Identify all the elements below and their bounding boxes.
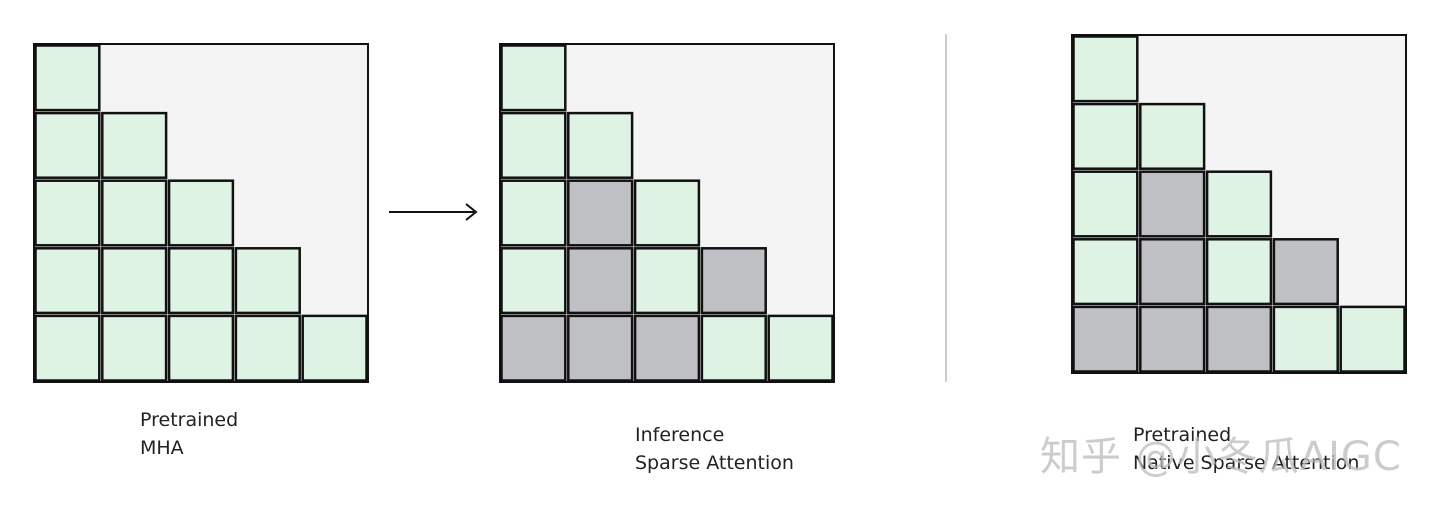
caption-line-2: Native Sparse Attention: [1133, 452, 1360, 474]
attended-block: [101, 247, 168, 315]
attended-block: [1272, 305, 1339, 373]
attended-block: [633, 179, 701, 247]
attended-block: [500, 44, 567, 112]
attended-block: [1072, 102, 1139, 170]
attended-block: [101, 179, 168, 247]
attended-block: [1072, 35, 1139, 103]
attended-block: [567, 111, 634, 179]
attended-block: [500, 179, 567, 247]
watermark: 知乎 @小冬瓜AIGC: [1040, 434, 1402, 480]
attended-block: [1072, 170, 1139, 238]
attended-block: [1205, 170, 1273, 238]
attended-block: [500, 247, 567, 315]
attended-block: [34, 179, 101, 247]
caption-pretrained-native-sparse-attention: Pretrained Native Sparse Attention: [1133, 421, 1359, 477]
attended-block: [34, 314, 101, 382]
attended-block: [234, 314, 301, 382]
transition-arrow-head: [465, 203, 478, 221]
caption-line-2: MHA: [140, 437, 184, 459]
caption-pretrained-mha: Pretrained MHA: [140, 406, 238, 462]
skipped-block: [500, 314, 567, 382]
attended-block: [500, 111, 567, 179]
attended-block: [1205, 238, 1273, 306]
attended-block: [101, 314, 168, 382]
attended-block: [1139, 102, 1206, 170]
skipped-block: [700, 247, 767, 315]
caption-line-2: Sparse Attention: [635, 452, 794, 474]
attended-block: [633, 247, 701, 315]
skipped-block: [1139, 170, 1206, 238]
caption-inference-sparse-attention: Inference Sparse Attention: [635, 421, 794, 477]
skipped-block: [1139, 238, 1206, 306]
attended-block: [301, 314, 368, 382]
attended-block: [700, 314, 767, 382]
attended-block: [34, 247, 101, 315]
attended-block: [234, 247, 301, 315]
skipped-block: [567, 247, 634, 315]
attended-block: [167, 247, 235, 315]
attended-block: [167, 314, 235, 382]
attended-block: [1339, 305, 1406, 373]
attention-panel-1: [33, 43, 369, 383]
attended-block: [34, 111, 101, 179]
attention-panel-2: [499, 43, 835, 383]
attended-block: [101, 111, 168, 179]
attended-block: [767, 314, 834, 382]
attention-panel-3: [1071, 34, 1407, 374]
attended-block: [1072, 238, 1139, 306]
skipped-block: [1072, 305, 1139, 373]
panels-layer: [33, 34, 1407, 383]
skipped-block: [1272, 238, 1339, 306]
attended-block: [167, 179, 235, 247]
caption-line-1: Inference: [635, 424, 725, 446]
caption-line-1: Pretrained: [140, 409, 239, 431]
attended-block: [34, 44, 101, 112]
skipped-block: [567, 179, 634, 247]
skipped-block: [1139, 305, 1206, 373]
skipped-block: [567, 314, 634, 382]
skipped-block: [1205, 305, 1273, 373]
skipped-block: [633, 314, 701, 382]
caption-line-1: Pretrained: [1133, 424, 1232, 446]
